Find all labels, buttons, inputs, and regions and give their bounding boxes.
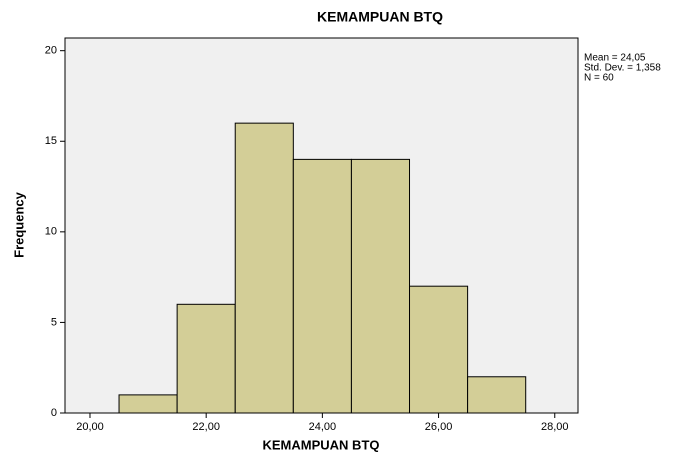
stat-label: Mean = 24,05 — [584, 53, 646, 64]
stat-label: N = 60 — [584, 73, 614, 84]
y-tick-label: 15 — [45, 135, 57, 147]
y-axis-title: Frequency — [11, 191, 26, 258]
y-tick-label: 5 — [51, 316, 57, 328]
x-tick-label: 28,00 — [541, 421, 569, 433]
y-tick-label: 20 — [45, 45, 57, 57]
y-tick-label: 0 — [51, 407, 57, 419]
x-axis-title: KEMAMPUAN BTQ — [263, 437, 380, 452]
bar — [467, 376, 527, 414]
stat-label: Std. Dev. = 1,358 — [584, 63, 661, 74]
bar — [234, 122, 294, 414]
x-tick-label: 22,00 — [192, 421, 220, 433]
x-tick-label: 24,00 — [309, 421, 337, 433]
x-tick-label: 26,00 — [425, 421, 453, 433]
bar — [409, 285, 469, 414]
bar — [350, 158, 411, 414]
y-tick-label: 10 — [45, 226, 57, 238]
bar — [176, 303, 236, 414]
x-tick-label: 20,00 — [76, 421, 104, 433]
bar — [292, 158, 352, 414]
bar — [118, 394, 178, 414]
chart-title: KEMAMPUAN BTQ — [317, 9, 443, 25]
